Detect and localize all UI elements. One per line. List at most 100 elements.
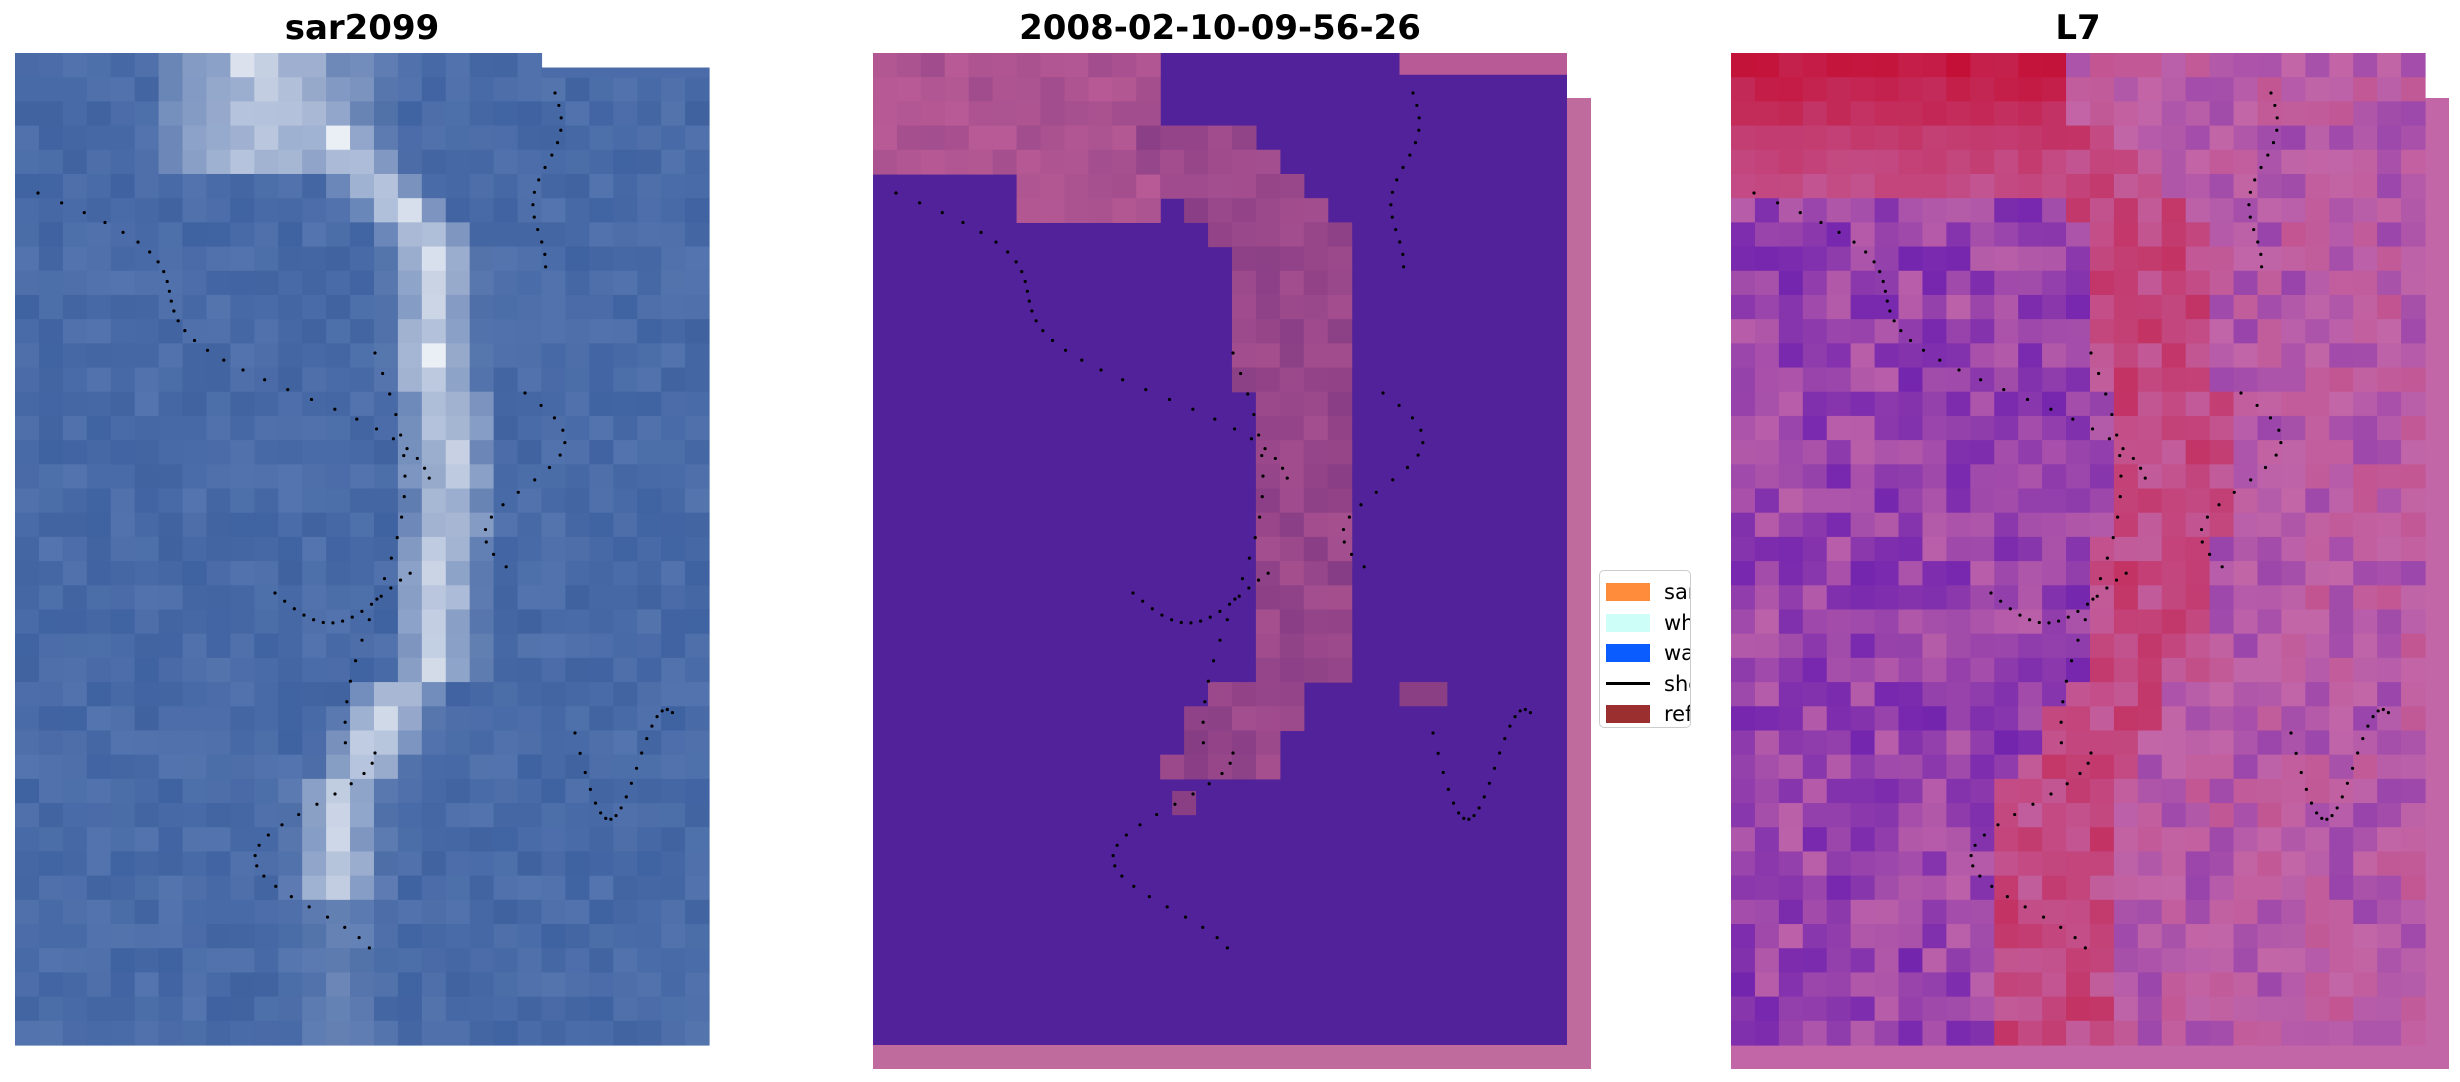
water-swatch (1606, 644, 1650, 663)
shoreline-point (2105, 586, 2109, 590)
shoreline-point (2049, 792, 2053, 796)
shoreline-point (547, 465, 552, 470)
shoreline-point (274, 884, 278, 888)
classified-image-panel (873, 53, 1591, 1069)
shoreline-point (609, 817, 613, 821)
legend-item-sand: sand (1606, 577, 1690, 608)
shoreline-point (309, 397, 314, 402)
shoreline-point (2255, 403, 2259, 408)
shoreline-point (1969, 853, 1973, 858)
shoreline-point (2089, 751, 2093, 755)
shoreline-point (1431, 731, 1435, 735)
shoreline-point (373, 751, 377, 755)
shoreline-point (1220, 771, 1224, 776)
shoreline-point (550, 153, 554, 157)
shoreline-point (1837, 230, 1841, 234)
shoreline-point (2066, 615, 2070, 619)
shoreline-point (1211, 659, 1216, 663)
shoreline-point (222, 358, 226, 362)
shoreline-point (1989, 591, 1993, 595)
shoreline-point (2252, 227, 2256, 232)
shoreline-point (1402, 265, 1406, 269)
shoreline-point (1441, 770, 1445, 775)
shoreline-point (379, 594, 383, 598)
shoreline-point (2025, 397, 2030, 402)
shoreline-point (2271, 141, 2276, 145)
shoreline-point (399, 433, 403, 437)
shoreline-point (343, 925, 347, 929)
shoreline-point (588, 787, 592, 791)
shoreline-point (655, 715, 659, 719)
shoreline-point (333, 792, 337, 796)
shoreline-point (2335, 806, 2339, 810)
sand-swatch (1606, 583, 1650, 602)
shoreline-line-swatch (1606, 682, 1650, 686)
shoreline-point (367, 946, 371, 950)
shoreline-point (2107, 437, 2112, 441)
shoreline-point (1247, 586, 1251, 590)
shoreline-point (2376, 709, 2380, 713)
shoreline-point (2247, 203, 2251, 207)
shoreline-point (1999, 599, 2003, 603)
shoreline-point (241, 368, 245, 372)
shoreline-point (558, 453, 562, 457)
shoreline-point (1872, 260, 1876, 264)
shoreline-point (1436, 751, 1440, 755)
shoreline-point (36, 191, 40, 195)
shoreline-point (2207, 552, 2212, 556)
shoreline-point (333, 407, 337, 411)
shoreline-point (979, 230, 983, 234)
shoreline-point (1996, 823, 2000, 827)
shoreline-point (1080, 358, 1084, 362)
shoreline-point (2073, 936, 2077, 940)
shoreline-point (516, 490, 520, 494)
shoreline-point (665, 707, 669, 712)
shoreline-point (2259, 252, 2263, 256)
shoreline-point (400, 515, 404, 519)
shoreline-point (1417, 116, 1421, 120)
shoreline-point (183, 329, 187, 333)
shoreline-point (280, 823, 284, 827)
ndwi-image-panel (1731, 53, 2449, 1069)
shoreline-point (640, 751, 644, 755)
shoreline-point (1410, 416, 1415, 420)
shoreline-point (2119, 474, 2123, 478)
shoreline-point (2059, 720, 2063, 724)
shoreline-point (2115, 433, 2119, 437)
shoreline-point (940, 211, 944, 215)
shoreline-point (255, 864, 259, 868)
shoreline-point (2047, 621, 2051, 625)
shoreline-point (2269, 91, 2273, 95)
shoreline-point (531, 203, 535, 207)
shoreline-point (583, 770, 587, 775)
shoreline-point (1498, 751, 1502, 755)
shoreline-point (2069, 659, 2074, 663)
shoreline-point (82, 211, 86, 215)
shoreline-point (2239, 391, 2243, 395)
shoreline-point (1231, 751, 1235, 755)
shoreline-point (148, 250, 152, 254)
shoreline-point (1362, 565, 1366, 569)
shoreline-point (1938, 358, 1942, 362)
shoreline-point (165, 279, 169, 284)
shoreline-point (1990, 884, 1994, 888)
shoreline-point (1147, 894, 1151, 899)
shoreline-point (2253, 178, 2257, 182)
shoreline-point (325, 915, 330, 919)
shoreline-point (1892, 319, 1896, 323)
shoreline-point (1165, 905, 1169, 909)
shoreline-point (1099, 368, 1103, 372)
shoreline-point (389, 586, 393, 590)
shoreline-point (2320, 816, 2324, 820)
shoreline-point (994, 240, 998, 244)
panel-title-rgb: sar2099 (284, 8, 440, 48)
shoreline-point (2104, 392, 2108, 396)
legend-label: whitewater (1664, 610, 1690, 635)
shoreline-point (312, 618, 316, 622)
shoreline-point (1508, 724, 1512, 728)
shoreline-point (391, 437, 396, 441)
reference-shoreline-swatch (1606, 705, 1650, 724)
shoreline-point (1819, 220, 1823, 225)
shoreline-point (2143, 476, 2147, 480)
shoreline-point (2049, 407, 2053, 411)
